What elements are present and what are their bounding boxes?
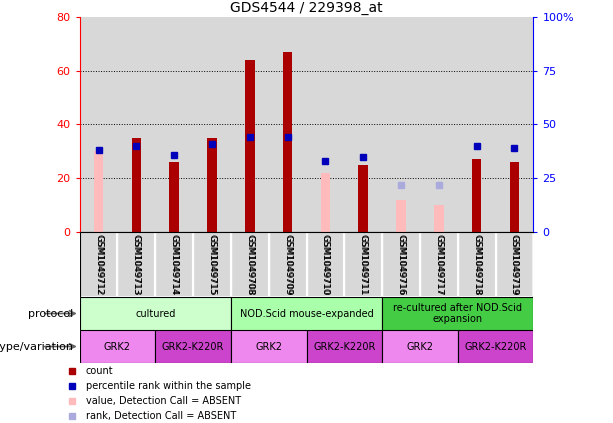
Text: value, Detection Call = ABSENT: value, Detection Call = ABSENT [86,396,241,406]
Text: GSM1049715: GSM1049715 [207,235,216,296]
Text: GRK2-K220R: GRK2-K220R [313,341,376,352]
Text: count: count [86,365,113,376]
Text: GSM1049708: GSM1049708 [245,234,254,294]
Bar [345,232,382,297]
Text: GSM1049713: GSM1049713 [132,234,141,294]
Text: protocol: protocol [28,308,74,319]
Bar [94,151,104,232]
Bar [231,232,268,297]
Bar [118,232,155,297]
Bar [306,330,382,363]
Bar [80,232,118,297]
Bar [420,17,458,232]
Text: GRK2: GRK2 [406,341,433,352]
Bar [495,17,533,232]
Text: GSM1049712: GSM1049712 [94,235,103,296]
Bar [495,232,533,297]
Bar [306,232,345,297]
Bar [382,232,420,297]
Text: GSM1049716: GSM1049716 [397,235,406,296]
Bar [155,232,193,297]
Bar [231,297,382,330]
Bar [155,232,193,297]
Bar [231,232,268,297]
Text: GSM1049711: GSM1049711 [359,235,368,296]
Bar [193,17,231,232]
Bar [509,162,519,232]
Bar [495,232,533,297]
Title: GDS4544 / 229398_at: GDS4544 / 229398_at [230,0,383,14]
Bar [396,200,406,232]
Text: GSM1049717: GSM1049717 [434,235,443,296]
Text: GRK2: GRK2 [104,341,131,352]
Bar [382,297,533,330]
Bar [458,17,495,232]
Bar [132,138,141,232]
Text: NOD.Scid mouse-expanded: NOD.Scid mouse-expanded [240,308,373,319]
Bar [458,330,533,363]
Bar [155,17,193,232]
Bar [231,330,306,363]
Text: percentile rank within the sample: percentile rank within the sample [86,381,251,390]
Bar [283,52,292,232]
Bar [434,205,444,232]
Bar [80,232,118,297]
Text: GSM1049714: GSM1049714 [170,235,179,296]
Text: GSM1049708: GSM1049708 [245,235,254,296]
Bar [306,17,345,232]
Text: GSM1049710: GSM1049710 [321,235,330,296]
Bar [193,232,231,297]
Text: GSM1049718: GSM1049718 [472,235,481,296]
Text: GSM1049719: GSM1049719 [510,234,519,294]
Bar [382,17,420,232]
Bar [321,173,330,232]
Bar [155,330,231,363]
Bar [80,330,155,363]
Text: GSM1049709: GSM1049709 [283,234,292,294]
Text: GSM1049717: GSM1049717 [434,234,443,294]
Text: cultured: cultured [135,308,175,319]
Text: GSM1049716: GSM1049716 [397,234,406,294]
Text: GSM1049714: GSM1049714 [170,234,179,294]
Bar [169,162,179,232]
Text: re-cultured after NOD.Scid
expansion: re-cultured after NOD.Scid expansion [393,303,522,324]
Text: GSM1049711: GSM1049711 [359,234,368,294]
Bar [472,159,481,232]
Bar [80,297,231,330]
Text: GSM1049719: GSM1049719 [510,235,519,296]
Text: GSM1049715: GSM1049715 [207,234,216,294]
Bar [458,232,495,297]
Text: GSM1049710: GSM1049710 [321,234,330,294]
Bar [420,232,458,297]
Bar [458,232,495,297]
Bar [231,17,268,232]
Bar [207,138,217,232]
Text: GSM1049712: GSM1049712 [94,234,103,294]
Text: rank, Detection Call = ABSENT: rank, Detection Call = ABSENT [86,410,236,420]
Bar [118,232,155,297]
Bar [268,232,306,297]
Bar [268,232,306,297]
Bar [193,232,231,297]
Bar [245,60,254,232]
Text: GRK2-K220R: GRK2-K220R [162,341,224,352]
Text: GSM1049713: GSM1049713 [132,235,141,296]
Bar [345,232,382,297]
Bar [80,17,118,232]
Text: GRK2-K220R: GRK2-K220R [464,341,527,352]
Text: genotype/variation: genotype/variation [0,341,74,352]
Bar [382,232,420,297]
Bar [359,165,368,232]
Bar [420,232,458,297]
Bar [306,232,345,297]
Text: GSM1049709: GSM1049709 [283,235,292,296]
Bar [118,17,155,232]
Text: GSM1049718: GSM1049718 [472,234,481,294]
Bar [268,17,306,232]
Text: GRK2: GRK2 [255,341,282,352]
Bar [345,17,382,232]
Bar [382,330,458,363]
